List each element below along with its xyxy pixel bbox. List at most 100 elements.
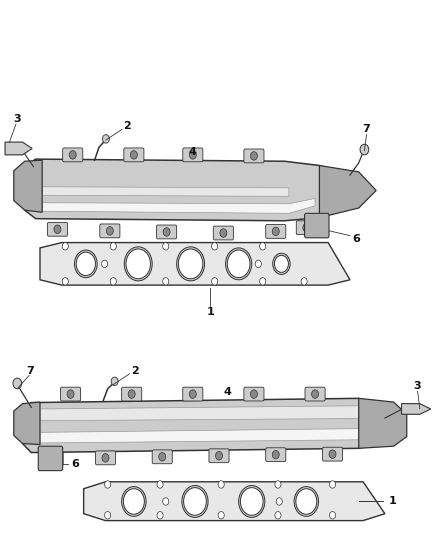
FancyBboxPatch shape — [124, 148, 144, 162]
Text: 6: 6 — [71, 459, 79, 469]
Circle shape — [329, 450, 336, 458]
Circle shape — [215, 451, 223, 460]
FancyBboxPatch shape — [122, 387, 142, 401]
FancyBboxPatch shape — [47, 222, 67, 236]
Circle shape — [124, 489, 145, 514]
Circle shape — [163, 228, 170, 236]
Circle shape — [110, 243, 117, 250]
FancyBboxPatch shape — [296, 221, 316, 235]
FancyBboxPatch shape — [43, 452, 63, 466]
Text: 3: 3 — [413, 381, 420, 391]
Circle shape — [105, 512, 111, 519]
Circle shape — [239, 486, 265, 518]
Circle shape — [218, 512, 224, 519]
Polygon shape — [359, 398, 407, 448]
Circle shape — [102, 454, 109, 462]
Circle shape — [272, 227, 279, 236]
Polygon shape — [5, 142, 32, 155]
Circle shape — [227, 250, 250, 278]
Circle shape — [62, 278, 68, 285]
Circle shape — [102, 135, 110, 143]
Circle shape — [182, 486, 208, 518]
Polygon shape — [25, 159, 359, 221]
Circle shape — [360, 144, 369, 155]
Circle shape — [294, 487, 318, 516]
Polygon shape — [22, 398, 394, 453]
FancyBboxPatch shape — [60, 387, 81, 401]
Circle shape — [67, 390, 74, 398]
Circle shape — [102, 260, 108, 268]
Circle shape — [212, 243, 218, 250]
FancyBboxPatch shape — [209, 449, 229, 463]
Circle shape — [178, 249, 203, 279]
FancyBboxPatch shape — [63, 148, 83, 162]
FancyBboxPatch shape — [95, 451, 116, 465]
Circle shape — [260, 243, 266, 250]
Circle shape — [272, 450, 279, 459]
Polygon shape — [14, 160, 42, 212]
Circle shape — [124, 247, 152, 281]
FancyBboxPatch shape — [304, 213, 329, 238]
Circle shape — [162, 278, 169, 285]
FancyBboxPatch shape — [213, 226, 233, 240]
Text: 2: 2 — [131, 366, 139, 376]
Circle shape — [260, 278, 266, 285]
Circle shape — [13, 378, 21, 389]
FancyBboxPatch shape — [183, 387, 203, 401]
Circle shape — [54, 225, 61, 233]
Text: 2: 2 — [124, 120, 131, 131]
Circle shape — [162, 243, 169, 250]
FancyBboxPatch shape — [266, 224, 286, 238]
Circle shape — [126, 249, 150, 279]
FancyBboxPatch shape — [244, 149, 264, 163]
Polygon shape — [42, 187, 289, 196]
Circle shape — [76, 252, 95, 276]
Circle shape — [122, 487, 146, 516]
FancyBboxPatch shape — [244, 387, 264, 401]
FancyBboxPatch shape — [100, 224, 120, 238]
Circle shape — [303, 223, 310, 232]
Text: 3: 3 — [14, 114, 21, 124]
Circle shape — [275, 481, 281, 488]
Polygon shape — [40, 406, 359, 421]
Text: 1: 1 — [389, 496, 397, 506]
FancyBboxPatch shape — [305, 387, 325, 401]
Circle shape — [177, 247, 205, 281]
FancyBboxPatch shape — [266, 448, 286, 462]
Circle shape — [105, 481, 111, 488]
Polygon shape — [42, 198, 315, 213]
Circle shape — [162, 498, 169, 505]
Circle shape — [273, 253, 290, 274]
FancyBboxPatch shape — [322, 447, 343, 461]
Circle shape — [275, 512, 281, 519]
Circle shape — [311, 390, 318, 398]
Circle shape — [69, 151, 76, 159]
Circle shape — [157, 512, 163, 519]
Circle shape — [189, 151, 196, 159]
Circle shape — [110, 278, 117, 285]
Circle shape — [111, 377, 118, 385]
Polygon shape — [402, 403, 431, 414]
Circle shape — [184, 488, 206, 515]
Circle shape — [240, 488, 263, 515]
Circle shape — [62, 243, 68, 250]
FancyBboxPatch shape — [156, 225, 177, 239]
Polygon shape — [40, 429, 359, 443]
Circle shape — [128, 390, 135, 398]
Circle shape — [255, 260, 261, 268]
Circle shape — [218, 481, 224, 488]
Circle shape — [226, 248, 252, 280]
Polygon shape — [84, 482, 385, 521]
Circle shape — [74, 250, 97, 278]
Text: 4: 4 — [224, 387, 232, 398]
Circle shape — [159, 453, 166, 461]
Text: 7: 7 — [27, 366, 34, 376]
Text: 1: 1 — [206, 306, 214, 317]
Polygon shape — [319, 165, 376, 217]
Circle shape — [275, 255, 288, 272]
FancyBboxPatch shape — [152, 450, 172, 464]
Circle shape — [276, 498, 283, 505]
Circle shape — [220, 229, 227, 237]
Polygon shape — [40, 243, 350, 285]
Circle shape — [157, 481, 163, 488]
